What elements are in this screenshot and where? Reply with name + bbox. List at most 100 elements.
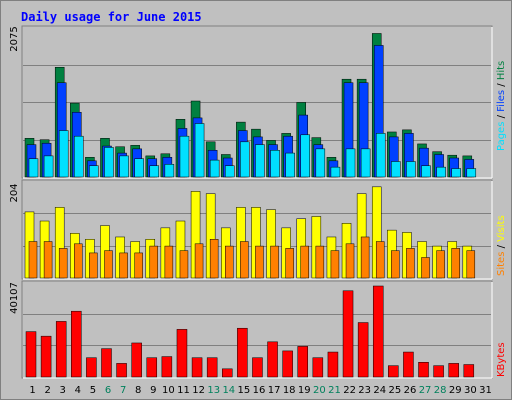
sites-bar [149, 245, 159, 279]
x-tick-label: 7 [120, 385, 126, 396]
pages-bar [466, 168, 477, 178]
kbytes-bar [357, 322, 369, 378]
kbytes-bar [237, 327, 248, 378]
kbytes-bar [403, 351, 414, 378]
sites-bar [285, 248, 294, 279]
x-tick-label: 14 [222, 385, 235, 396]
pages-bar [330, 166, 341, 178]
sites-bar [240, 241, 249, 279]
pages-bar [209, 159, 220, 178]
x-tick-label: 20 [313, 385, 326, 396]
x-tick-label: 19 [298, 385, 311, 396]
pages-bar [43, 155, 54, 178]
legend-files: Files [496, 90, 507, 112]
x-tick-label: 25 [389, 385, 402, 396]
x-tick-label: 3 [60, 385, 66, 396]
kbytes-bar [146, 357, 158, 378]
pages-bar [74, 135, 84, 178]
x-tick-label: 5 [90, 385, 96, 396]
x-tick-label: 28 [434, 385, 447, 396]
sites-bar [194, 243, 204, 279]
kbytes-bar [342, 290, 354, 378]
legend-kbytes: KBytes [496, 342, 507, 377]
legend-visits: Visits [496, 215, 507, 242]
sites-bar [391, 250, 400, 279]
x-tick-label: 26 [404, 385, 417, 396]
sites-bar [330, 250, 340, 279]
pages-bar [28, 158, 39, 178]
x-tick-label: 12 [192, 385, 205, 396]
kbytes-bar [388, 365, 399, 378]
x-tick-label: 6 [105, 385, 111, 396]
x-tick-label: 17 [268, 385, 281, 396]
pages-bar [194, 123, 205, 178]
pages-bar [240, 141, 250, 178]
sites-bar [179, 250, 189, 279]
pages-bar [89, 165, 99, 178]
sites-bar [43, 241, 53, 279]
kbytes-bar [206, 357, 218, 378]
sites-bar [119, 252, 128, 279]
x-tick-label: 31 [479, 385, 492, 396]
kbytes-bar [161, 356, 173, 378]
pages-bar [436, 166, 446, 178]
pages-bar [391, 161, 401, 178]
sites-bar [360, 236, 370, 279]
pages-bar [104, 147, 114, 178]
sites-bar [375, 241, 385, 279]
sites-bar [209, 239, 219, 279]
hits-ymax-label: 2075 [9, 26, 20, 51]
pages-bar [360, 148, 371, 178]
x-tick-label: 21 [328, 385, 341, 396]
x-tick-label: 11 [177, 385, 190, 396]
x-tick-label: 24 [373, 385, 386, 396]
sites-bar [406, 248, 415, 279]
kbytes-bar [418, 362, 429, 378]
sites-bar [89, 252, 98, 279]
x-tick-label: 1 [29, 385, 35, 396]
kbytes-bar [71, 310, 82, 378]
kbytes-bar [131, 342, 142, 378]
pages-bar [285, 152, 295, 178]
sites-bar [466, 250, 476, 279]
kbytes-bar [86, 357, 97, 378]
sites-bar [74, 243, 83, 279]
kbytes-bar [25, 331, 37, 378]
kbytes-bar [40, 335, 52, 378]
x-tick-label: 8 [135, 385, 141, 396]
kbytes-bar [327, 351, 339, 378]
kbytes-legend: KBytes [496, 342, 507, 377]
pages-bar [149, 165, 160, 178]
sites-bar [345, 243, 355, 279]
sites-bar [315, 245, 325, 279]
kbytes-ymax-label: 40107 [9, 282, 20, 314]
x-tick-label: 16 [253, 385, 266, 396]
legend-hits: Hits [496, 61, 507, 80]
kbytes-bar [101, 348, 112, 378]
pages-bar [345, 148, 356, 178]
sites-bar [451, 248, 460, 279]
x-tick-label: 23 [358, 385, 371, 396]
x-tick-label: 15 [238, 385, 251, 396]
x-tick-label: 18 [283, 385, 296, 396]
kbytes-bar [463, 364, 475, 378]
legend-sites: Sites [496, 252, 507, 276]
kbytes-bar [222, 368, 233, 378]
visits-ymax-label: 204 [9, 183, 20, 202]
kbytes-bar [433, 365, 444, 378]
sites-bar [436, 250, 445, 279]
sites-bar [270, 245, 279, 279]
pages-bar [119, 155, 129, 178]
x-tick-label: 22 [343, 385, 356, 396]
pages-bar [270, 150, 280, 178]
sites-bar [58, 248, 68, 279]
kbytes-bar [252, 357, 263, 378]
kbytes-bar [282, 350, 293, 378]
kbytes-bar [191, 357, 203, 378]
x-tick-label: 10 [162, 385, 175, 396]
pages-bar [58, 130, 69, 178]
visits-legend: Sites / Visits [496, 215, 507, 276]
kbytes-bar [312, 357, 324, 378]
kbytes-bar [116, 363, 127, 378]
